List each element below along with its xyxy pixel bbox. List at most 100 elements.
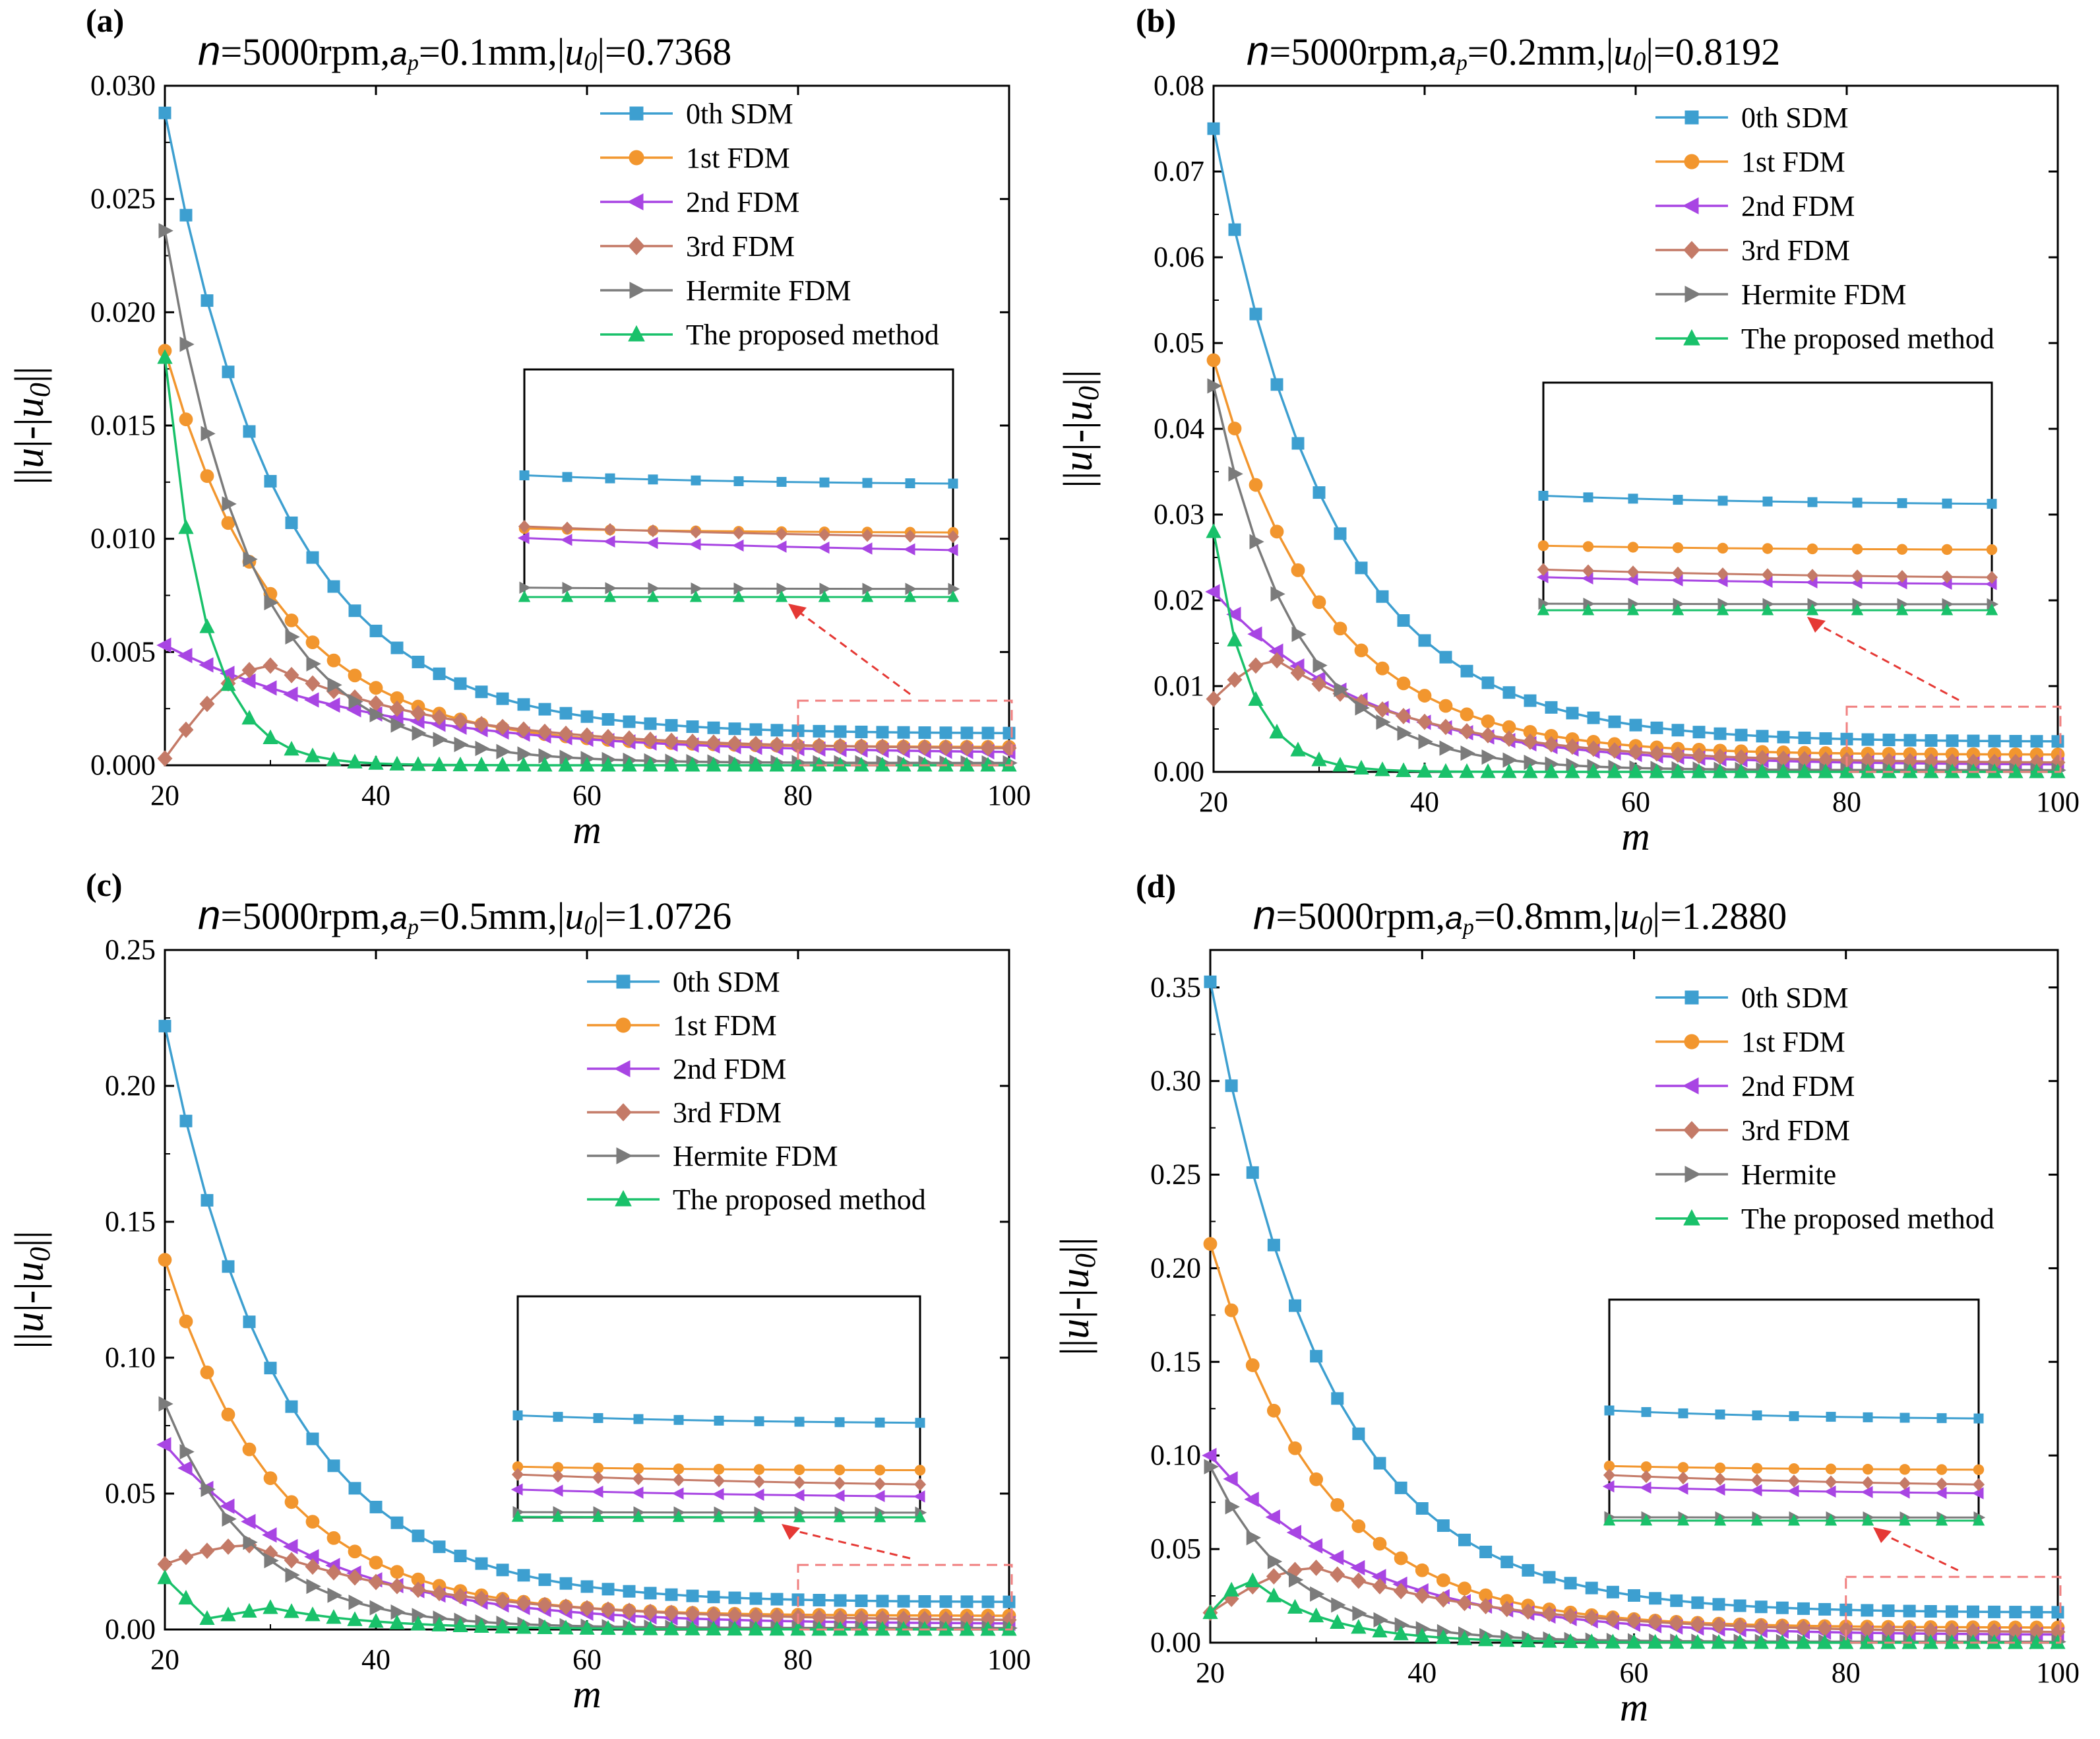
data-point [1312,486,1326,499]
inset-point [1789,1411,1799,1422]
data-point [1774,1634,1790,1649]
legend-marker [615,1103,632,1122]
data-point [412,725,427,741]
data-point [1417,689,1432,703]
inset-point [1942,498,1952,509]
inset-point [834,1417,845,1428]
data-point [1418,734,1433,749]
legend-item: 2nd FDM [600,186,799,218]
legend-label: 1st FDM [1741,146,1845,178]
inset-point [1941,544,1953,555]
inset-point [646,590,660,602]
data-point [1903,734,1917,747]
data-point [1309,1560,1324,1576]
legend-label: The proposed method [686,319,939,351]
data-point [1626,1633,1642,1649]
x-tick-label: 60 [1620,1657,1649,1689]
inset-point [1896,603,1909,616]
legend-item: The proposed method [587,1184,926,1216]
inset-point [793,1476,806,1490]
inset-point [1626,603,1640,616]
data-point [158,1253,172,1267]
data-point [706,734,722,751]
legend: 0th SDM 1st FDM 2nd FDM 3rd FDM Hermite The p… [1655,982,1994,1235]
data-point [199,657,214,673]
plot-frame [164,949,1010,1631]
data-point [389,1614,405,1629]
data-point [243,1534,258,1550]
data-point [1882,1604,1895,1618]
data-point [327,580,340,593]
data-point [454,677,467,690]
data-point [305,1558,321,1575]
x-tick-label: 80 [784,779,813,811]
data-point [665,1588,678,1601]
inset-point [1973,1464,1985,1475]
inset-point [1761,603,1774,616]
inset-point [753,1464,765,1475]
data-point [558,1598,574,1615]
inset-point [1603,1469,1616,1482]
legend-marker [629,106,644,121]
data-point [1626,1612,1642,1629]
data-point [558,1620,574,1635]
data-point [1331,1392,1344,1405]
inset-point [605,473,615,484]
data-point [1481,749,1497,765]
data-point [1670,763,1686,778]
data-point [1206,353,1221,367]
inset-point [712,1474,726,1488]
data-point [264,1552,279,1569]
data-point [305,747,321,763]
legend-label: 3rd FDM [673,1096,782,1129]
legend-marker [627,193,644,210]
data-point [642,1620,658,1635]
data-point [1541,1633,1557,1648]
inset-point [1972,1513,1985,1526]
data-point [1480,763,1496,778]
x-tick-label: 20 [1199,786,1228,818]
data-point [1628,763,1644,778]
data-point [1691,747,1707,764]
data-point [220,1606,236,1622]
data-point [1249,307,1262,321]
data-point [1458,1581,1471,1596]
inset-series-1st-fdm [512,1461,926,1476]
data-point [390,717,406,733]
data-point [1374,761,1390,776]
y-tick-label: 0.25 [1150,1158,1201,1191]
zoom-arrowhead [1873,1527,1892,1543]
inset-series-proposed [518,590,960,602]
data-point [537,757,553,772]
data-point [707,1591,720,1604]
inset-point [605,582,617,594]
data-point [1545,701,1558,714]
data-point [1203,1237,1218,1251]
inset-point [861,528,874,542]
data-point [475,1557,488,1570]
data-point [1352,1605,1367,1622]
data-point [285,629,300,645]
inset-point [1716,567,1729,581]
y-tick-label: 0.00 [105,1613,156,1645]
data-point [1564,738,1580,755]
data-point [1246,1530,1262,1546]
inset-point [633,1414,644,1424]
zoom-arrowhead [788,604,807,619]
x-tick-label: 40 [361,779,390,811]
inset-point [1602,1480,1615,1493]
y-tick-label: 0.05 [105,1477,156,1509]
legend-marker [1684,286,1702,303]
data-point [1541,1605,1557,1622]
data-point [348,1482,361,1495]
data-point [1732,1618,1748,1635]
data-point [1312,658,1328,674]
data-point [1397,614,1410,627]
y-tick-label: 0.020 [90,296,156,328]
data-point [201,294,214,307]
data-point [1394,1551,1408,1565]
data-point [1650,721,1663,734]
data-point [1861,1604,1874,1617]
data-point [178,1589,194,1605]
inset-point [873,1510,886,1523]
